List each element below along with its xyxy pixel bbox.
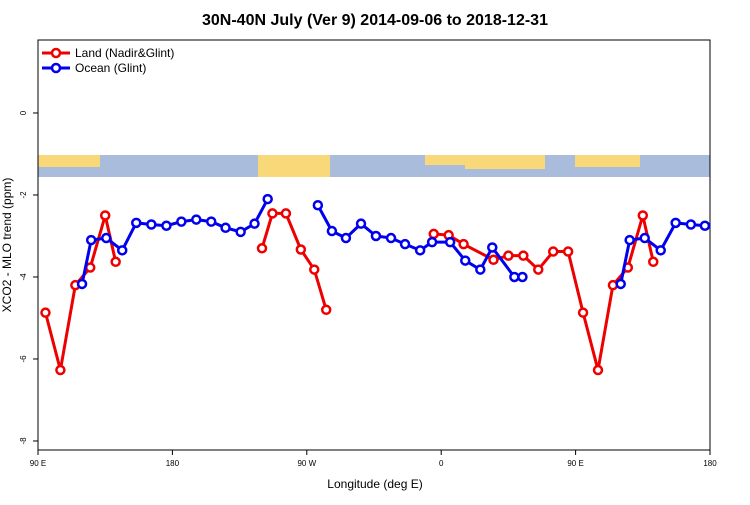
data-point [533, 264, 544, 275]
data-point [655, 245, 666, 256]
data-point [40, 307, 51, 318]
data-point [685, 219, 697, 230]
data-point [340, 232, 352, 244]
x-tick-label: 90 E [30, 459, 46, 468]
data-point [428, 228, 439, 240]
data-point [488, 254, 499, 266]
data-point [444, 236, 456, 248]
data-point [487, 242, 498, 253]
data-point [161, 220, 172, 231]
data-point [370, 230, 382, 242]
data-point [191, 214, 202, 225]
data-point [562, 246, 574, 257]
data-point [235, 226, 246, 238]
data-point [547, 246, 559, 257]
y-tick-label: -2 [19, 191, 28, 199]
data-point [116, 245, 128, 256]
plot-frame [37, 39, 711, 451]
data-point [670, 217, 681, 229]
data-point [262, 193, 273, 205]
data-point [648, 256, 659, 268]
data-point [517, 271, 528, 283]
data-point [205, 216, 217, 227]
data-point [699, 220, 711, 231]
data-point [320, 304, 332, 316]
y-tick-label: -6 [19, 355, 28, 363]
data-point [459, 255, 471, 266]
x-tick-label: 90 W [297, 459, 316, 468]
data-point [475, 264, 486, 275]
legend-marker [50, 62, 62, 74]
legend-label: Ocean (Glint) [75, 61, 146, 75]
data-point [624, 234, 635, 246]
data-point [100, 232, 112, 244]
data-point [518, 250, 529, 261]
x-tick-label: 0 [439, 459, 444, 468]
data-point [592, 364, 604, 376]
data-point [503, 250, 514, 261]
data-point [414, 245, 426, 256]
data-point [577, 307, 589, 318]
data-point [55, 364, 66, 376]
map-strip [38, 155, 710, 177]
data-point [131, 217, 142, 229]
x-tick-label: 180 [166, 459, 180, 468]
data-point [399, 238, 411, 250]
data-point [639, 232, 650, 244]
x-axis-title: Longitude (deg E) [327, 477, 422, 491]
data-point [280, 208, 292, 219]
x-tick-label: 180 [703, 459, 717, 468]
data-point [295, 244, 307, 255]
data-point [249, 218, 260, 229]
data-point [309, 264, 320, 275]
data-point [458, 238, 469, 250]
y-tick-label: 0 [19, 110, 28, 115]
data-point [99, 210, 111, 221]
data-point [509, 271, 520, 283]
data-point [110, 256, 121, 268]
x-tick-label: 90 E [567, 459, 583, 468]
chart-title: 30N-40N July (Ver 9) 2014-09-06 to 2018-… [202, 12, 548, 29]
data-point [85, 234, 97, 246]
y-axis-title: XCO2 - MLO trend (ppm) [0, 178, 14, 313]
legend-marker [50, 47, 62, 59]
data-point [176, 216, 187, 227]
data-point [267, 208, 278, 219]
data-point [426, 236, 438, 248]
data-point [355, 218, 367, 229]
data-point [256, 243, 268, 254]
data-point [326, 225, 338, 237]
y-tick-label: -8 [19, 437, 28, 445]
data-point [615, 278, 626, 290]
y-tick-label: -4 [19, 273, 28, 281]
data-point [385, 232, 397, 244]
data-point [637, 210, 649, 221]
data-point [312, 199, 324, 211]
data-point [146, 219, 157, 230]
data-point [76, 278, 88, 290]
data-point [220, 222, 231, 234]
legend-label: Land (Nadir&Glint) [75, 46, 174, 60]
